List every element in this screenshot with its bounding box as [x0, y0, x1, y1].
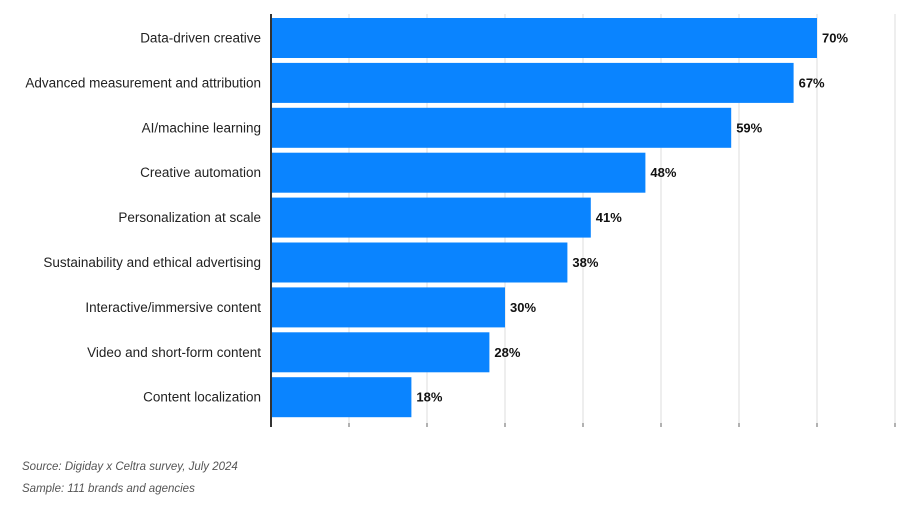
bar [271, 152, 646, 193]
category-label: Interactive/immersive content [85, 300, 261, 315]
value-label: 18% [416, 390, 442, 405]
category-label: Personalization at scale [118, 210, 261, 225]
category-label: Content localization [143, 390, 261, 405]
category-labels: Data-driven creative Advanced measurement… [25, 31, 261, 405]
value-label: 70% [822, 31, 848, 46]
bar-chart: Data-driven creative Advanced measurement… [25, 14, 896, 427]
category-label: AI/machine learning [142, 120, 261, 135]
value-labels: 70% 67% 59% 48% 41% 38% 30% 28% 18% [416, 31, 848, 405]
sample-note: Sample: 111 brands and agencies [22, 483, 195, 495]
bar [271, 377, 412, 418]
category-label: Advanced measurement and attribution [25, 75, 261, 90]
category-label: Video and short-form content [87, 345, 261, 360]
bar [271, 197, 591, 238]
category-label: Data-driven creative [140, 31, 261, 46]
value-label: 41% [596, 210, 622, 225]
bar [271, 287, 505, 328]
category-label: Sustainability and ethical advertising [43, 255, 261, 270]
bar [271, 18, 817, 58]
bar [271, 332, 490, 373]
value-label: 38% [572, 255, 598, 270]
value-label: 67% [799, 75, 825, 90]
value-label: 59% [736, 120, 762, 135]
bar [271, 242, 568, 283]
value-label: 28% [494, 345, 520, 360]
bars [271, 18, 817, 418]
bar [271, 107, 732, 148]
category-label: Creative automation [140, 165, 261, 180]
value-label: 30% [510, 300, 536, 315]
bar [271, 62, 794, 103]
source-note: Source: Digiday x Celtra survey, July 20… [22, 461, 238, 473]
value-label: 48% [650, 165, 676, 180]
